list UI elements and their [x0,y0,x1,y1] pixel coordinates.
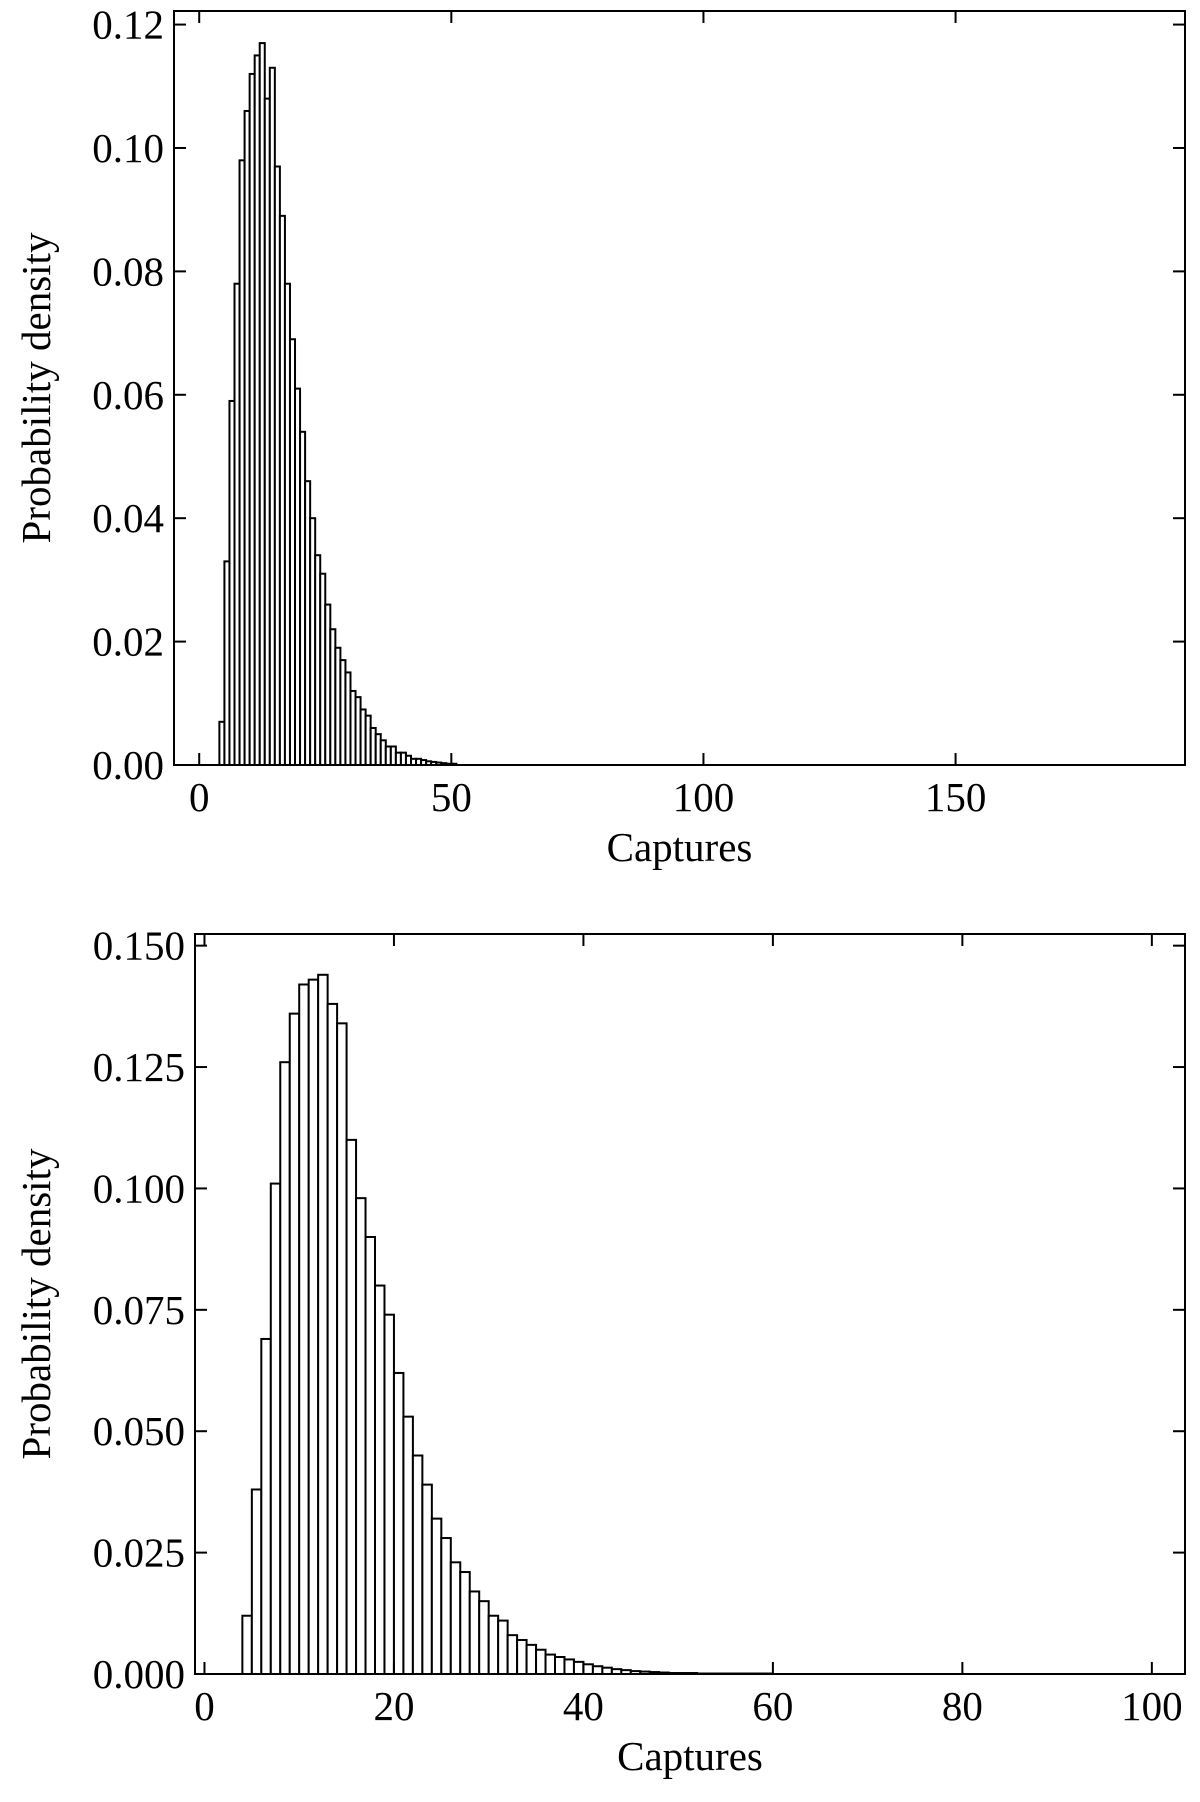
bar [582,1663,594,1675]
x-tick-label: 0 [194,1683,215,1729]
plot-frame [194,933,1186,1675]
x-axis-label: Captures [617,1733,763,1779]
bar [535,1648,547,1676]
bar [459,1571,471,1675]
bar [288,1012,301,1675]
y-tick-label: 0.150 [93,923,185,969]
x-axis-label: Captures [607,824,753,870]
x-tick-label: 150 [925,774,987,820]
y-axis-label: Probability density [13,232,59,543]
y-tick-label: 0.125 [93,1044,185,1090]
bar [250,1488,263,1676]
y-tick-label: 0.000 [93,1651,185,1697]
y-tick-label: 0.050 [93,1408,185,1454]
bar [497,1619,509,1675]
plot-frame [173,10,1186,766]
bar [544,1653,556,1675]
bar [279,1061,291,1675]
bar [525,1643,538,1675]
bar [326,1002,339,1675]
bar [317,973,329,1675]
bar [336,1022,348,1675]
x-tick-label: 20 [373,1683,414,1729]
bar [506,1634,519,1676]
y-tick-label: 0.06 [92,372,164,418]
bar [440,1537,452,1675]
bar [516,1639,528,1675]
bar [364,1235,376,1675]
y-tick-label: 0.025 [93,1530,185,1576]
bar [355,1197,367,1675]
bar [241,1614,253,1676]
bar [383,1313,395,1675]
x-tick-label: 60 [752,1683,793,1729]
bar [269,1182,282,1676]
bar [392,1371,405,1675]
bar [554,1656,566,1675]
bar [411,1454,424,1676]
y-tick-label: 0.08 [92,248,164,294]
bar [478,1600,490,1676]
bar [402,1415,414,1675]
x-tick-label: 80 [942,1683,983,1729]
bar [345,1138,358,1675]
y-tick-label: 0.12 [92,2,164,48]
bar [487,1614,500,1676]
bar [563,1658,575,1676]
bar [468,1590,481,1676]
x-tick-label: 100 [673,774,735,820]
x-tick-label: 100 [1121,1683,1183,1729]
y-tick-label: 0.02 [92,619,164,665]
x-tick-label: 0 [189,774,210,820]
y-tick-label: 0.00 [92,742,164,788]
y-tick-label: 0.100 [93,1165,185,1211]
y-tick-label: 0.075 [93,1287,185,1333]
x-tick-label: 40 [563,1683,604,1729]
bar [307,978,320,1675]
y-tick-label: 0.10 [92,125,164,171]
bar [374,1284,386,1676]
bar [298,983,310,1675]
bar [430,1517,443,1675]
y-tick-label: 0.04 [92,495,164,541]
bar [591,1665,604,1675]
x-tick-label: 50 [431,774,472,820]
bar [421,1483,433,1675]
y-axis-label: Probability density [13,1148,59,1459]
bar [572,1660,585,1675]
bar [260,1337,272,1675]
bar [449,1561,462,1675]
